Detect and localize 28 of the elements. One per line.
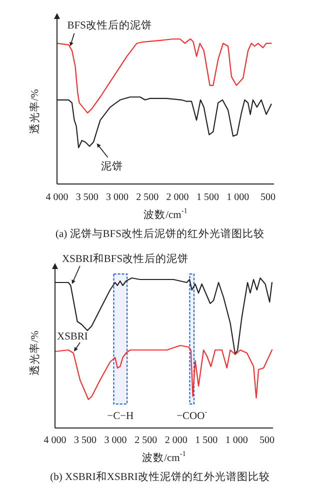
x-tick-label: 2 000 (166, 192, 189, 202)
text: (b) XSBRI和XSBRI改性泥饼的红外光谱图比较 (50, 470, 270, 482)
x-tick-label: 500 (260, 192, 276, 202)
y-axis-title: 透光率/% (28, 88, 40, 134)
x-tick-label: 1 500 (196, 192, 219, 202)
band-label: −COO$^{-}$ (176, 407, 208, 422)
annotation: BFS改性后的泥饼 (67, 18, 152, 31)
annotation: XSBRI (57, 331, 88, 342)
x-axis-title: 波数/cm$^{-1}$ (144, 206, 188, 220)
x-tick-label: 2 500 (136, 192, 159, 202)
annotation: 泥饼 (100, 158, 123, 172)
annotation: XSBRI和BFS改性后的泥饼 (62, 252, 189, 264)
x-tick-label: 500 (259, 434, 274, 446)
x-tick-label: 3 000 (106, 192, 129, 202)
x-tick-label: 2 000 (164, 434, 188, 446)
text: (a) 泥饼与BFS改性后泥饼的红外光谱图比较 (56, 226, 264, 240)
x-tick-label: 3 000 (104, 434, 127, 446)
band-label: −C−H (107, 410, 134, 422)
x-tick-label: 2 500 (134, 434, 158, 446)
x-tick-label: 4 000 (44, 434, 66, 446)
y-axis-title: 透光率/% (28, 330, 40, 376)
x-tick-label: 3 500 (74, 434, 97, 446)
x-tick-label: 3 500 (76, 192, 98, 202)
x-tick-label: 1 500 (195, 434, 218, 446)
x-tick-label: 1 000 (225, 434, 248, 446)
x-tick-label: 1 000 (226, 192, 250, 202)
x-axis-title: 波数/cm$^{-1}$ (142, 449, 186, 464)
x-tick-label: 4 000 (46, 192, 68, 202)
